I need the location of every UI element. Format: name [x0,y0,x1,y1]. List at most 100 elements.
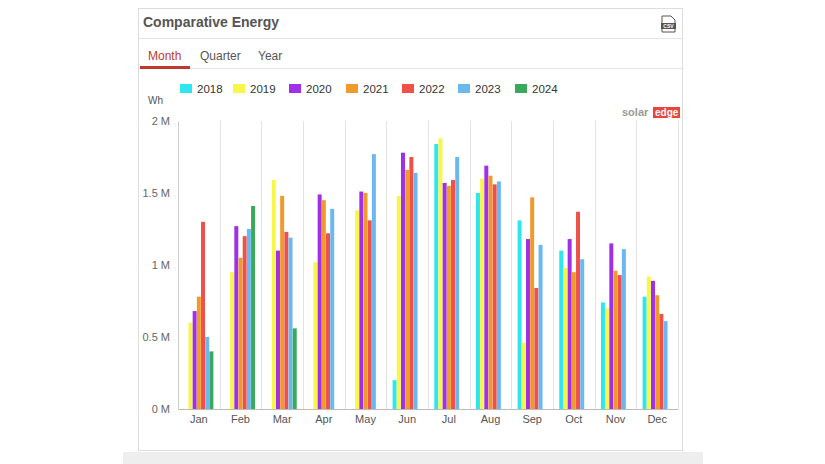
bar[interactable] [618,275,622,409]
csv-band[interactable] [661,23,676,29]
bar[interactable] [284,232,288,409]
bar[interactable] [188,323,192,409]
legend-label[interactable]: 2024 [532,83,558,95]
bar[interactable] [405,170,409,409]
legend-item[interactable]: 2023 [458,83,501,95]
bar[interactable] [438,138,442,409]
bar[interactable] [243,236,247,409]
bar[interactable] [205,337,209,409]
bar[interactable] [251,206,255,409]
bar[interactable] [614,271,618,409]
bar[interactable] [451,180,455,409]
legend-item[interactable]: 2018 [180,83,223,95]
legend-swatch[interactable] [515,84,527,93]
bar[interactable] [293,328,297,409]
bar[interactable] [605,308,609,409]
legend-swatch[interactable] [346,84,358,93]
bar[interactable] [318,194,322,409]
legend-swatch[interactable] [458,84,470,93]
tab[interactable]: Year [258,49,282,63]
logo-box [653,107,680,118]
bar[interactable] [563,268,567,409]
bar[interactable] [247,229,251,409]
bar[interactable] [522,343,526,409]
legend-swatch[interactable] [180,84,192,93]
legend-label[interactable]: 2018 [197,83,223,95]
bar[interactable] [359,192,363,409]
bar[interactable] [209,351,213,409]
bar[interactable] [643,297,647,409]
bar[interactable] [518,220,522,409]
bar[interactable] [572,272,576,409]
bar[interactable] [647,277,651,409]
legend-label[interactable]: 2021 [363,83,389,95]
bar[interactable] [559,251,563,409]
bar[interactable] [201,222,205,409]
csv-export[interactable]: CSV [661,16,676,32]
bar[interactable] [372,154,376,409]
bar[interactable] [409,157,413,409]
bar[interactable] [230,272,234,409]
legend-label[interactable]: 2023 [475,83,501,95]
bar[interactable] [576,212,580,409]
bar[interactable] [539,245,543,409]
bar[interactable] [272,180,276,409]
csv-icon[interactable] [662,16,675,32]
bar[interactable] [414,173,418,409]
bar[interactable] [480,179,484,409]
bar[interactable] [234,226,238,409]
bar[interactable] [455,157,459,409]
bar[interactable] [580,259,584,409]
bar[interactable] [447,186,451,409]
legend-item[interactable]: 2019 [233,83,276,95]
bar[interactable] [601,302,605,409]
bar[interactable] [476,193,480,409]
bar[interactable] [280,196,284,409]
bar[interactable] [534,288,538,409]
csv-label[interactable]: CSV [663,23,674,29]
bar[interactable] [330,209,334,409]
bar[interactable] [443,183,447,409]
bar[interactable] [276,251,280,409]
bar[interactable] [326,233,330,409]
bar[interactable] [313,262,317,409]
bar[interactable] [622,249,626,409]
bar[interactable] [484,166,488,409]
bar[interactable] [193,311,197,409]
legend-item[interactable]: 2020 [289,83,332,95]
legend-swatch[interactable] [402,84,414,93]
legend-item[interactable]: 2022 [402,83,445,95]
bar[interactable] [434,144,438,409]
legend-swatch[interactable] [289,84,301,93]
legend-swatch[interactable] [233,84,245,93]
bar[interactable] [239,258,243,409]
legend-label[interactable]: 2020 [306,83,332,95]
bar[interactable] [368,220,372,409]
bar[interactable] [497,181,501,409]
bar[interactable] [289,238,293,409]
tab[interactable]: Month [148,49,181,63]
bar[interactable] [489,176,493,409]
bar[interactable] [664,321,668,409]
bar[interactable] [609,243,613,409]
bar[interactable] [568,239,572,409]
bar[interactable] [397,196,401,409]
legend-item[interactable]: 2024 [515,83,558,95]
bar[interactable] [322,200,326,409]
legend-label[interactable]: 2022 [419,83,445,95]
bar[interactable] [197,297,201,409]
legend-label[interactable]: 2019 [250,83,276,95]
bar[interactable] [530,197,534,409]
bar[interactable] [401,153,405,409]
bar[interactable] [364,193,368,409]
bar[interactable] [659,314,663,409]
bar[interactable] [493,184,497,409]
legend-item[interactable]: 2021 [346,83,389,95]
bar[interactable] [393,380,397,409]
tab[interactable]: Quarter [200,49,241,63]
bar[interactable] [526,239,530,409]
bar[interactable] [651,281,655,409]
bar[interactable] [355,210,359,409]
bar[interactable] [655,295,659,409]
x-tick-label: Jan [190,413,208,425]
